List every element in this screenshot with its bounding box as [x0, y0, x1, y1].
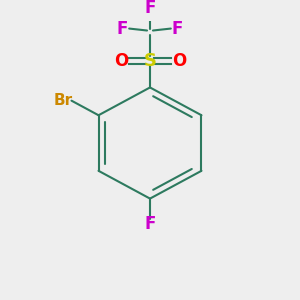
- Text: Br: Br: [53, 93, 73, 108]
- Text: F: F: [172, 20, 183, 38]
- Text: S: S: [143, 52, 157, 70]
- Text: O: O: [114, 52, 128, 70]
- Text: F: F: [117, 20, 128, 38]
- Text: F: F: [144, 0, 156, 17]
- Text: O: O: [172, 52, 186, 70]
- Text: F: F: [144, 214, 156, 232]
